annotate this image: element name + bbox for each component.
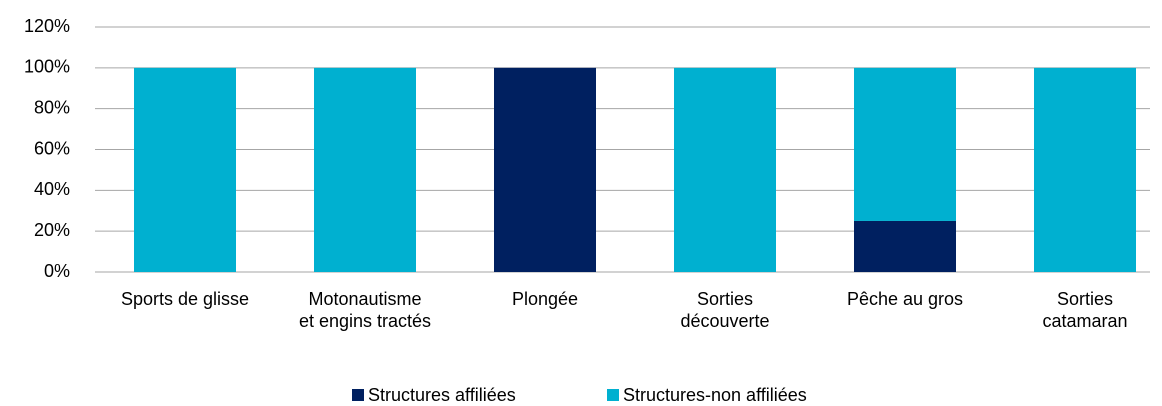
bar-segment (674, 67, 776, 272)
legend-swatch (607, 389, 619, 401)
bar-segment (134, 67, 236, 272)
x-tick-label: Pêche au gros (847, 289, 963, 309)
x-tick-label: Plongée (512, 289, 578, 309)
legend-swatch (352, 389, 364, 401)
y-tick-label: 120% (24, 16, 70, 36)
x-tick-label: Sports de glisse (121, 289, 249, 309)
y-tick-label: 40% (34, 179, 70, 199)
bar-segment (494, 67, 596, 272)
y-tick-label: 100% (24, 57, 70, 77)
bar-segment (854, 220, 956, 272)
x-tick-label: Motonautisme et engins tractés (299, 289, 431, 331)
legend-label: Structures-non affiliées (623, 385, 807, 405)
y-tick-label: 80% (34, 97, 70, 117)
bar-segment (854, 67, 956, 221)
y-tick-label: 0% (44, 261, 70, 281)
bar-segment (314, 67, 416, 272)
x-tick-label: Sorties découverte (680, 289, 769, 331)
y-tick-label: 60% (34, 138, 70, 158)
legend-label: Structures affiliées (368, 385, 516, 405)
y-tick-label: 20% (34, 220, 70, 240)
bar-segment (1034, 67, 1136, 272)
x-tick-label: Sorties catamaran (1042, 289, 1127, 331)
